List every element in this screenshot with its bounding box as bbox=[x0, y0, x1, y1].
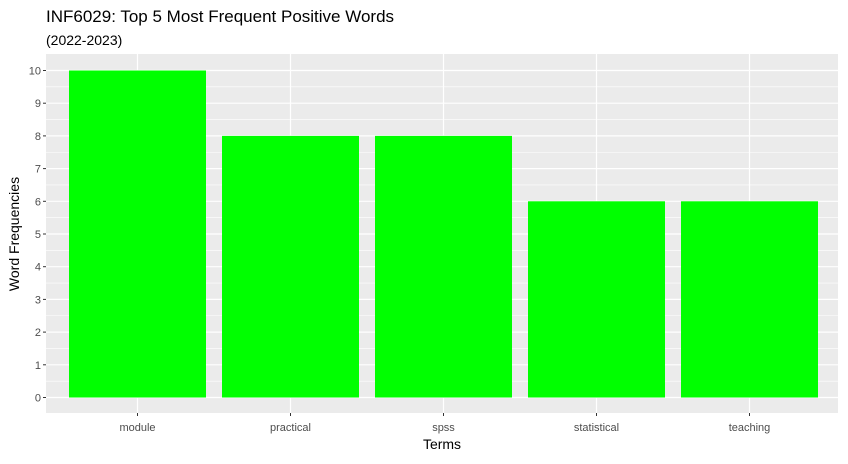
y-tick-label: 10 bbox=[29, 66, 41, 78]
x-tick-label-spss: spss bbox=[432, 422, 455, 434]
bar-practical bbox=[222, 135, 359, 398]
y-tick-label: 8 bbox=[35, 131, 41, 143]
chart-subtitle: (2022-2023) bbox=[46, 32, 122, 48]
y-tick-label: 9 bbox=[35, 98, 41, 110]
y-tick-label: 3 bbox=[35, 294, 41, 306]
bar-spss bbox=[375, 135, 512, 398]
x-tick-label-module: module bbox=[119, 422, 155, 434]
y-axis: 0 1 2 3 4 5 6 7 8 9 10 bbox=[29, 66, 46, 405]
y-tick-label: 0 bbox=[35, 393, 41, 405]
y-axis-title: Word Frequencies bbox=[6, 177, 22, 291]
bar-teaching bbox=[681, 201, 818, 398]
y-tick-label: 5 bbox=[35, 229, 41, 241]
x-tick-label-practical: practical bbox=[270, 422, 311, 434]
y-tick-label: 7 bbox=[35, 164, 41, 176]
x-axis: module practical spss statistical teaching bbox=[119, 413, 770, 434]
x-axis-title: Terms bbox=[423, 436, 461, 452]
y-tick-label: 4 bbox=[35, 262, 41, 274]
x-tick-label-statistical: statistical bbox=[574, 422, 619, 434]
y-tick-label: 1 bbox=[35, 360, 41, 372]
bar-statistical bbox=[528, 201, 665, 398]
y-tick-label: 6 bbox=[35, 196, 41, 208]
bars bbox=[69, 70, 818, 398]
bar-module bbox=[69, 70, 206, 398]
y-tick-label: 2 bbox=[35, 327, 41, 339]
chart-title: INF6029: Top 5 Most Frequent Positive Wo… bbox=[46, 7, 394, 26]
x-tick-label-teaching: teaching bbox=[729, 422, 771, 434]
